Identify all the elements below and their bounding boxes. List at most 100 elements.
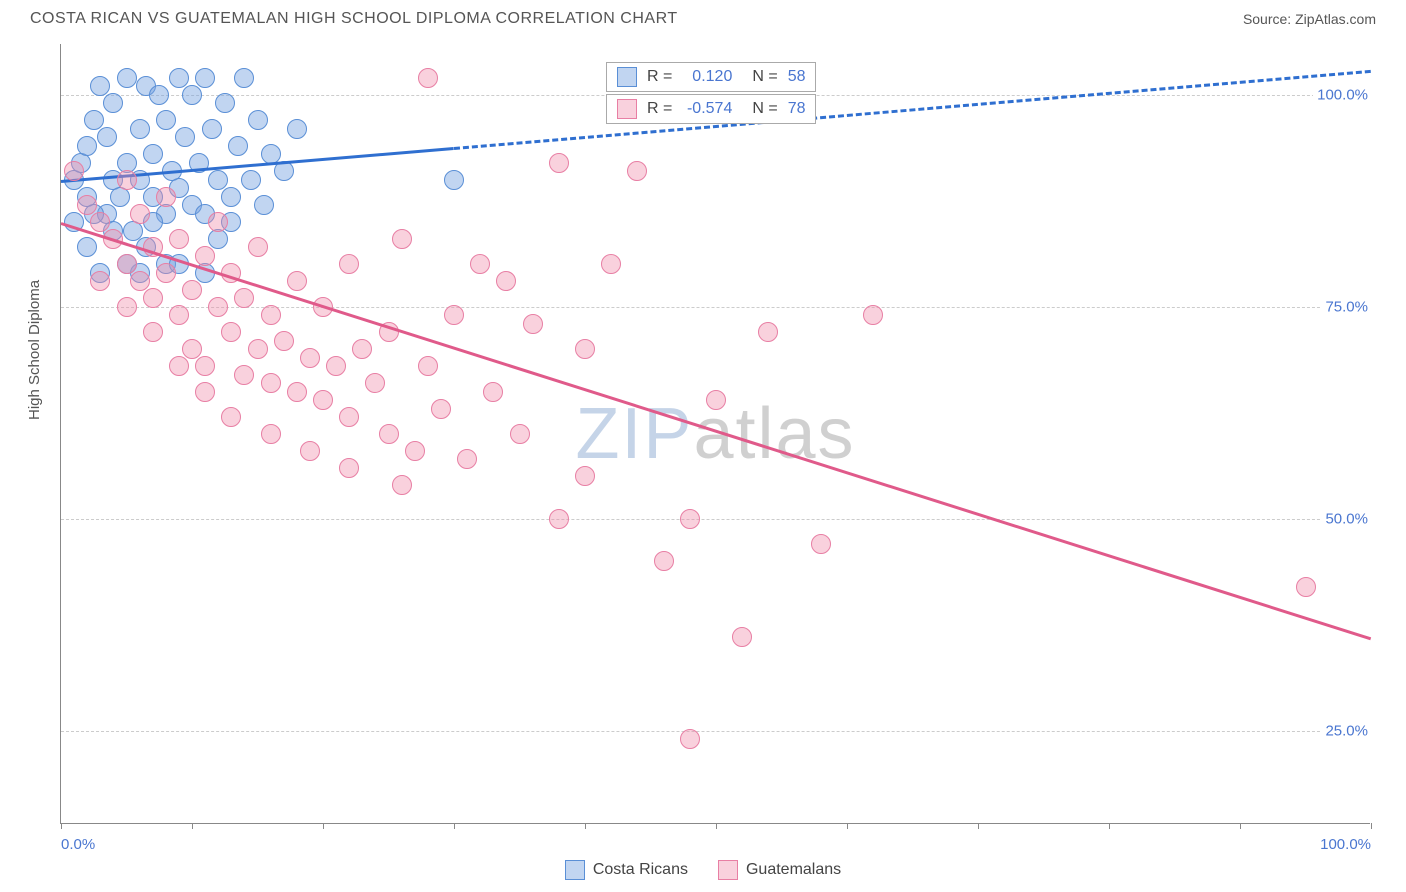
scatter-point — [169, 305, 189, 325]
scatter-point — [287, 382, 307, 402]
scatter-point — [706, 390, 726, 410]
stat-n-label: N = — [752, 68, 777, 86]
scatter-point — [379, 424, 399, 444]
scatter-point — [457, 449, 477, 469]
x-tick — [716, 823, 717, 829]
scatter-point — [392, 229, 412, 249]
scatter-point — [90, 212, 110, 232]
scatter-plot: ZIPatlas 25.0%50.0%75.0%100.0%0.0%100.0%… — [60, 44, 1370, 824]
scatter-point — [175, 127, 195, 147]
scatter-point — [470, 254, 490, 274]
scatter-point — [208, 297, 228, 317]
scatter-point — [444, 305, 464, 325]
scatter-point — [392, 475, 412, 495]
scatter-point — [143, 322, 163, 342]
scatter-point — [248, 339, 268, 359]
y-axis-title: High School Diploma — [26, 280, 43, 420]
scatter-point — [300, 441, 320, 461]
legend-swatch — [617, 99, 637, 119]
scatter-point — [680, 509, 700, 529]
scatter-point — [156, 110, 176, 130]
scatter-point — [182, 85, 202, 105]
scatter-point — [601, 254, 621, 274]
scatter-point — [326, 356, 346, 376]
x-tick — [1371, 823, 1372, 829]
scatter-point — [431, 399, 451, 419]
scatter-point — [84, 110, 104, 130]
scatter-point — [228, 136, 248, 156]
x-tick-label: 100.0% — [1320, 836, 1371, 853]
stat-n-value: 58 — [788, 68, 806, 86]
scatter-point — [418, 356, 438, 376]
x-tick — [454, 823, 455, 829]
scatter-point — [143, 288, 163, 308]
scatter-point — [169, 356, 189, 376]
scatter-point — [365, 373, 385, 393]
scatter-point — [156, 263, 176, 283]
stat-r-value: 0.120 — [682, 68, 732, 86]
scatter-point — [143, 144, 163, 164]
scatter-point — [241, 170, 261, 190]
y-tick-label: 75.0% — [1321, 298, 1372, 315]
gridline — [61, 519, 1370, 520]
scatter-point — [287, 271, 307, 291]
scatter-point — [195, 356, 215, 376]
scatter-point — [339, 407, 359, 427]
scatter-point — [549, 509, 569, 529]
scatter-point — [202, 119, 222, 139]
scatter-point — [182, 280, 202, 300]
x-tick — [847, 823, 848, 829]
scatter-point — [130, 204, 150, 224]
scatter-point — [352, 339, 372, 359]
scatter-point — [732, 627, 752, 647]
chart-legend: Costa RicansGuatemalans — [0, 860, 1406, 880]
scatter-point — [77, 136, 97, 156]
stat-box: R =-0.574N =78 — [606, 94, 816, 124]
scatter-point — [680, 729, 700, 749]
scatter-point — [215, 93, 235, 113]
legend-swatch — [565, 860, 585, 880]
x-tick — [978, 823, 979, 829]
scatter-point — [261, 373, 281, 393]
scatter-point — [234, 365, 254, 385]
scatter-point — [195, 68, 215, 88]
scatter-point — [654, 551, 674, 571]
scatter-point — [287, 119, 307, 139]
scatter-point — [1296, 577, 1316, 597]
scatter-point — [77, 237, 97, 257]
scatter-point — [444, 170, 464, 190]
x-tick-label: 0.0% — [61, 836, 95, 853]
scatter-point — [195, 246, 215, 266]
scatter-point — [234, 68, 254, 88]
x-tick — [1109, 823, 1110, 829]
x-tick — [585, 823, 586, 829]
scatter-point — [130, 271, 150, 291]
scatter-point — [221, 407, 241, 427]
scatter-point — [549, 153, 569, 173]
scatter-point — [339, 254, 359, 274]
scatter-point — [627, 161, 647, 181]
scatter-point — [64, 161, 84, 181]
scatter-point — [169, 229, 189, 249]
scatter-point — [208, 170, 228, 190]
trend-line — [454, 69, 1371, 149]
x-tick — [323, 823, 324, 829]
scatter-point — [103, 93, 123, 113]
stat-r-label: R = — [647, 100, 672, 118]
scatter-point — [90, 76, 110, 96]
scatter-point — [97, 127, 117, 147]
scatter-point — [117, 254, 137, 274]
scatter-point — [117, 170, 137, 190]
scatter-point — [274, 331, 294, 351]
scatter-point — [496, 271, 516, 291]
scatter-point — [149, 85, 169, 105]
scatter-point — [130, 119, 150, 139]
scatter-point — [117, 68, 137, 88]
chart-title: COSTA RICAN VS GUATEMALAN HIGH SCHOOL DI… — [30, 10, 678, 28]
scatter-point — [261, 305, 281, 325]
scatter-point — [90, 271, 110, 291]
y-tick-label: 25.0% — [1321, 722, 1372, 739]
scatter-point — [182, 339, 202, 359]
y-tick-label: 100.0% — [1313, 86, 1372, 103]
scatter-point — [77, 195, 97, 215]
